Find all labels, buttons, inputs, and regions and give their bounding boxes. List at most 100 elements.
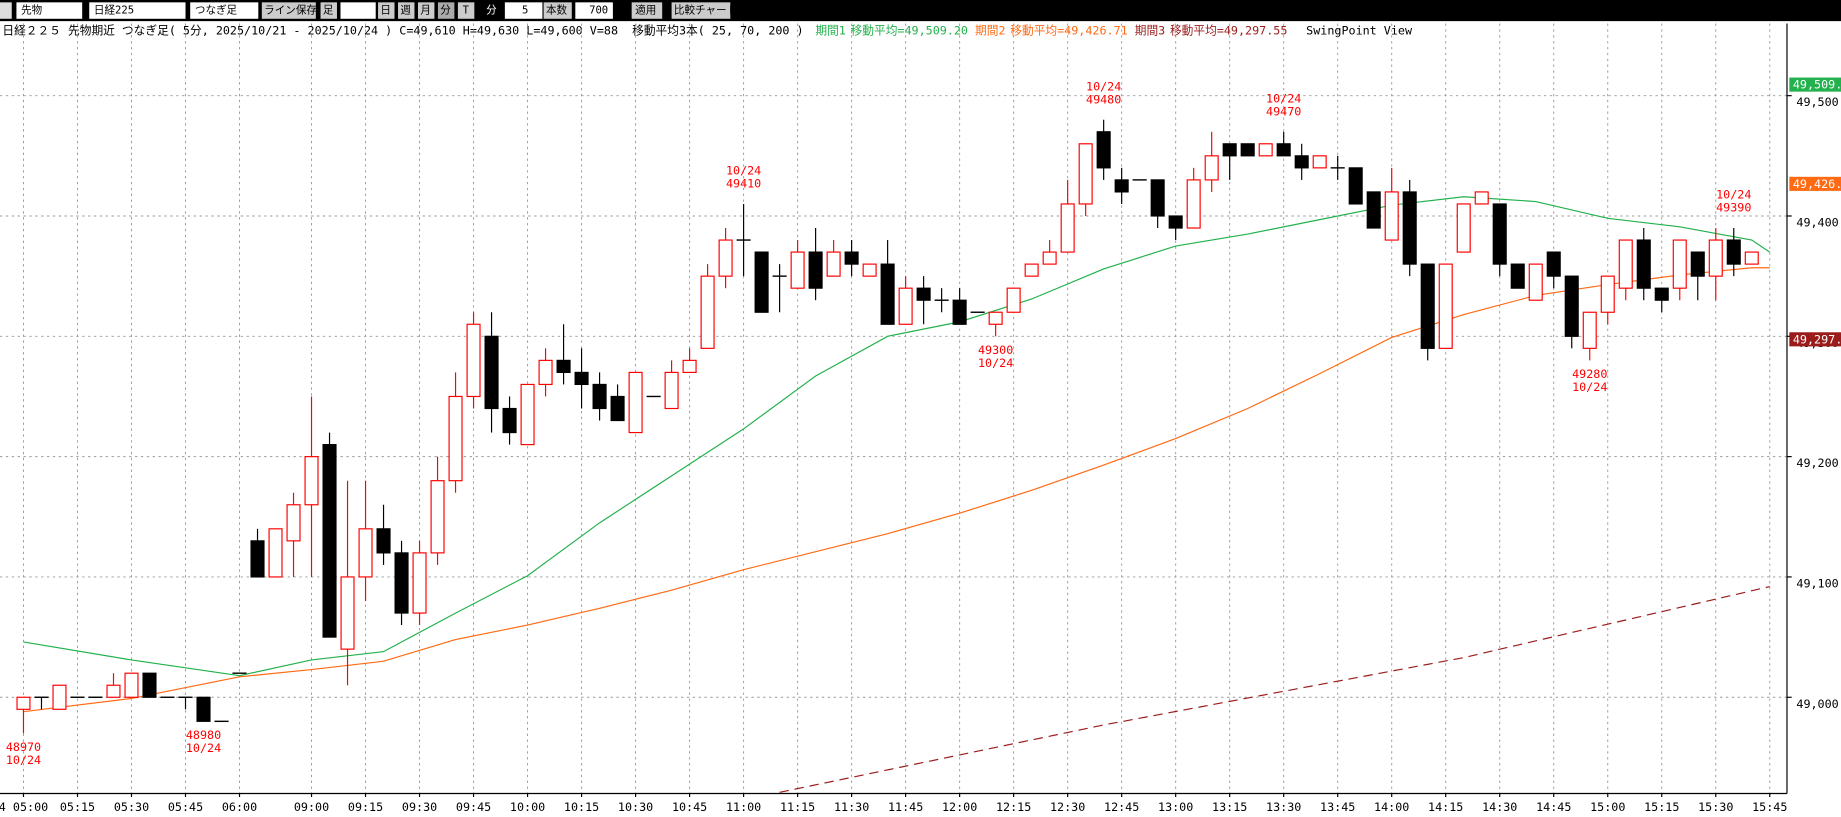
- candle-body: [1276, 143, 1291, 157]
- candle-body: [1618, 239, 1633, 289]
- swing-date: 10/24: [1266, 91, 1301, 105]
- apply-button[interactable]: [631, 2, 663, 19]
- x-tick-label: 09:45: [456, 800, 491, 814]
- candle-body: [1564, 275, 1579, 337]
- symbol-select-text: 日経225: [94, 4, 134, 17]
- legend-name: 期間3: [1135, 23, 1166, 37]
- candle-body: [1654, 287, 1669, 301]
- market-select[interactable]: [16, 2, 83, 19]
- y-tick-label: 49,400: [1796, 216, 1838, 230]
- candle-body: [196, 696, 211, 722]
- x-tick-label: 11:45: [888, 800, 923, 814]
- month-button[interactable]: [417, 2, 435, 19]
- x-tick-label: 10:00: [510, 800, 545, 814]
- x-tick-label: 05:30: [114, 800, 149, 814]
- swing-date: 10/24: [978, 356, 1013, 370]
- swing-price: 49300: [978, 343, 1013, 357]
- week-button[interactable]: [398, 2, 415, 19]
- candle-body: [844, 251, 859, 265]
- tick-button[interactable]: [457, 2, 475, 19]
- candle-body: [1438, 263, 1453, 349]
- candle-body: [1528, 263, 1543, 301]
- symbol-select[interactable]: [89, 2, 186, 19]
- price-tag-label: 49,426.7: [1793, 177, 1841, 191]
- info: 日経２２５ 先物期近 つなぎ足( 5分, 2025/10/21 - 2025/1…: [2, 23, 618, 37]
- candle-body: [556, 359, 571, 373]
- week-button-text: 週: [400, 5, 411, 17]
- candle-body: [682, 359, 697, 373]
- view-label: SwingPoint View: [1306, 23, 1413, 37]
- candle-body: [1222, 143, 1237, 157]
- candle-body: [538, 359, 553, 386]
- candle-body: [1024, 263, 1039, 277]
- interval-value: 5: [522, 5, 528, 17]
- candle-body: [1150, 179, 1165, 217]
- menu-button[interactable]: [0, 2, 12, 19]
- candle-body: [466, 323, 481, 398]
- candle-body: [376, 528, 391, 554]
- candle-body: [1474, 191, 1489, 205]
- swing-date: 10/24: [186, 741, 221, 755]
- candle-body: [862, 263, 877, 277]
- candle-body: [916, 287, 931, 301]
- swing-price: 49470: [1266, 104, 1301, 118]
- count-input[interactable]: [575, 2, 613, 19]
- candle-body: [142, 672, 157, 698]
- day-button[interactable]: [378, 2, 395, 19]
- candle-body: [1420, 263, 1435, 349]
- swing-price: 48970: [6, 740, 41, 754]
- y-tick-label: 49,100: [1796, 576, 1838, 590]
- save-button[interactable]: [261, 2, 316, 19]
- x-tick-label: 09:00: [294, 800, 329, 814]
- candle-body: [304, 456, 319, 506]
- candle-body: [1168, 215, 1183, 229]
- swing-price: 49280: [1572, 367, 1607, 381]
- candle-body: [1078, 143, 1093, 205]
- x-tick-label: 13:00: [1158, 800, 1193, 814]
- interval-input[interactable]: [504, 2, 543, 19]
- price-tag-label: 49,297.5: [1793, 332, 1841, 346]
- interval-unit: 分: [486, 5, 497, 17]
- candle-body: [1672, 239, 1687, 289]
- candle-body: [1366, 191, 1381, 229]
- save-button-text: ライン保存: [264, 4, 317, 17]
- candle-body: [628, 371, 643, 434]
- month-button-text: 月: [420, 5, 431, 17]
- candle-body: [664, 371, 679, 410]
- candle-body: [1600, 275, 1615, 313]
- x-tick-label: 15:15: [1644, 800, 1679, 814]
- candle-body: [124, 672, 139, 698]
- candle-body: [754, 251, 769, 313]
- candle-body: [16, 696, 31, 710]
- x-tick-label: 10:15: [564, 800, 599, 814]
- market-select-text: 先物: [21, 4, 43, 17]
- candle-body: [448, 395, 463, 482]
- candle-body: [1744, 251, 1759, 265]
- candle-body: [1006, 287, 1021, 313]
- candle-body: [826, 251, 841, 277]
- x-tick-label: 10:30: [618, 800, 653, 814]
- x-tick-label: 12:30: [1050, 800, 1085, 814]
- x-tick-label: 11:30: [834, 800, 869, 814]
- mode-select[interactable]: [190, 2, 259, 19]
- x-tick-label: 12:15: [996, 800, 1031, 814]
- candle-body: [340, 576, 355, 650]
- candle-body: [1348, 167, 1363, 205]
- x-tick-label: 14:30: [1482, 800, 1517, 814]
- swing-date: 10/24: [1572, 380, 1607, 394]
- foot-button[interactable]: [320, 2, 337, 19]
- legend-name: 期間1: [815, 23, 846, 37]
- foot-input[interactable]: [340, 2, 376, 19]
- x-tick-label: 15:45: [1752, 800, 1787, 814]
- candle-body: [484, 335, 499, 410]
- ma-title: 移動平均3本( 25, 70, 200 ): [632, 23, 804, 37]
- candle-body: [394, 552, 409, 614]
- candle-body: [1258, 143, 1273, 157]
- candle-body: [1312, 155, 1327, 169]
- minute-button[interactable]: [437, 2, 455, 19]
- compare-button[interactable]: [671, 2, 731, 19]
- candle-body: [1636, 239, 1651, 289]
- candle-body: [1294, 155, 1309, 169]
- candle-body: [790, 251, 805, 289]
